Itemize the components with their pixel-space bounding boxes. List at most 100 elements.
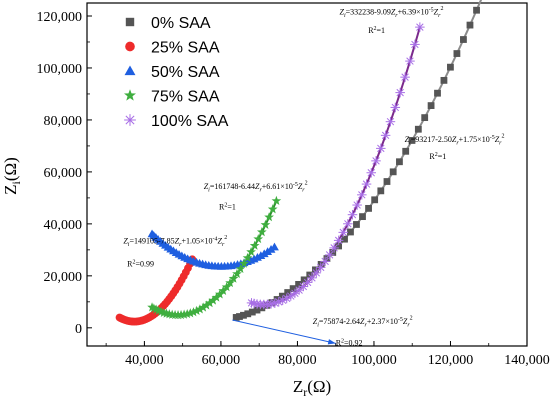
legend-marker xyxy=(124,114,136,126)
data-point xyxy=(371,196,379,204)
data-point xyxy=(264,212,274,222)
legend-marker xyxy=(125,41,135,52)
x-tick-label: 140,000 xyxy=(504,353,550,368)
data-point xyxy=(244,310,252,318)
legend-marker xyxy=(124,89,136,101)
data-point xyxy=(400,72,410,82)
data-point xyxy=(385,116,396,127)
data-point xyxy=(329,243,339,253)
y-axis-title-main: Z xyxy=(1,184,20,194)
legend-item-4: 75% SAA xyxy=(124,89,220,106)
data-point xyxy=(323,255,331,262)
annotation-a0: Zi=93217-2.50Zr+1.75×10-5Zr2 xyxy=(405,134,505,147)
data-point xyxy=(225,277,235,288)
x-tick-label: 100,000 xyxy=(351,353,397,368)
legend-item-2: 25% SAA xyxy=(125,40,220,57)
annotation-a75: Zi=161748-6.44Zr+6.61×10-5Zr2 xyxy=(204,180,308,193)
data-point xyxy=(353,221,360,228)
annotations: Zi=332238-9.09Zr+6.39×10-5Zr2 R2=1 Zi=9321… xyxy=(123,6,504,347)
data-point xyxy=(208,295,218,305)
data-point xyxy=(236,313,243,320)
legend-label: 75% SAA xyxy=(151,89,220,106)
data-point xyxy=(260,219,271,229)
data-point xyxy=(466,21,474,29)
annotation-a50: Zi=75874-2.64Zr+2.37×10-5Zr2 xyxy=(313,315,413,328)
data-point xyxy=(232,268,242,279)
arrow-shaft xyxy=(232,319,336,344)
data-point xyxy=(221,281,232,292)
y-tick-label: 0 xyxy=(75,322,82,337)
x-ticks: 40,000 60,000 80,000 100,000 120,000 140,000 xyxy=(105,341,550,368)
data-point xyxy=(460,36,467,43)
data-point xyxy=(273,296,281,303)
data-point xyxy=(347,209,358,220)
data-point xyxy=(333,235,344,246)
data-point xyxy=(390,102,401,113)
legend-item-5: 100% SAA xyxy=(124,113,229,130)
data-point xyxy=(259,249,269,258)
annotation-a25r: R2=0.99 xyxy=(127,260,154,269)
plot-frame xyxy=(86,2,528,347)
data-point xyxy=(315,262,326,273)
y-tick-label: 120,000 xyxy=(37,10,83,25)
legend-marker xyxy=(124,65,136,76)
y-tick-label: 100,000 xyxy=(37,62,83,77)
data-point xyxy=(235,263,246,274)
data-point xyxy=(185,308,196,318)
data-point xyxy=(228,273,239,283)
data-point xyxy=(402,147,410,155)
data-point xyxy=(380,130,391,141)
data-point xyxy=(447,63,454,71)
y-ticks: 0 20,000 40,000 60,000 80,000 100,000 120,000 xyxy=(37,10,92,337)
data-point xyxy=(453,50,461,57)
data-point xyxy=(365,204,372,212)
data-point xyxy=(290,288,300,299)
x-tick-label: 120,000 xyxy=(428,353,474,368)
x-axis-title-sub: r xyxy=(303,385,307,399)
series-4-markers xyxy=(147,195,282,320)
data-point xyxy=(324,250,335,260)
data-point xyxy=(182,308,193,319)
annotation-a100: Zi=332238-9.09Zr+6.39×10-5Zr2 xyxy=(340,6,444,19)
data-point xyxy=(270,242,279,251)
fit-line-5 xyxy=(251,26,421,306)
y-tick-label: 20,000 xyxy=(44,270,83,285)
legend-label: 50% SAA xyxy=(151,64,220,81)
data-point xyxy=(396,158,403,166)
legend: 0% SAA 25% SAA 50% SAA 75% SAA 100% SAA xyxy=(124,15,229,130)
data-point xyxy=(249,240,260,250)
x-tick-label: 80,000 xyxy=(278,353,317,368)
data-point xyxy=(179,309,189,319)
data-point xyxy=(267,204,278,214)
data-point xyxy=(389,168,397,176)
data-point xyxy=(410,39,420,50)
data-point xyxy=(191,305,202,316)
data-point xyxy=(408,137,416,144)
y-axis-title-sub: i xyxy=(9,180,23,184)
y-tick-label: 60,000 xyxy=(44,166,83,181)
data-point xyxy=(359,213,366,221)
data-point xyxy=(320,256,330,267)
data-point xyxy=(246,246,256,257)
data-point xyxy=(204,297,215,308)
data-point xyxy=(405,56,415,66)
legend-label: 100% SAA xyxy=(151,113,229,130)
data-point xyxy=(421,114,429,122)
plot-area-border xyxy=(86,2,528,347)
y-axis-title-unit: (Ω) xyxy=(1,157,20,181)
data-point xyxy=(341,235,348,243)
legend-marker xyxy=(125,17,135,27)
data-point xyxy=(240,311,247,319)
data-markers xyxy=(115,6,480,326)
annotation-a100r: R2=1 xyxy=(368,26,385,35)
data-point xyxy=(352,200,362,210)
data-point xyxy=(273,297,284,307)
y-axis-title: Zi(Ω) xyxy=(1,157,23,195)
data-point xyxy=(415,22,425,32)
data-point xyxy=(311,268,322,278)
data-point xyxy=(211,292,222,302)
annotation-a0r: R2=1 xyxy=(429,152,446,161)
data-point xyxy=(253,233,264,244)
data-point xyxy=(343,219,353,229)
